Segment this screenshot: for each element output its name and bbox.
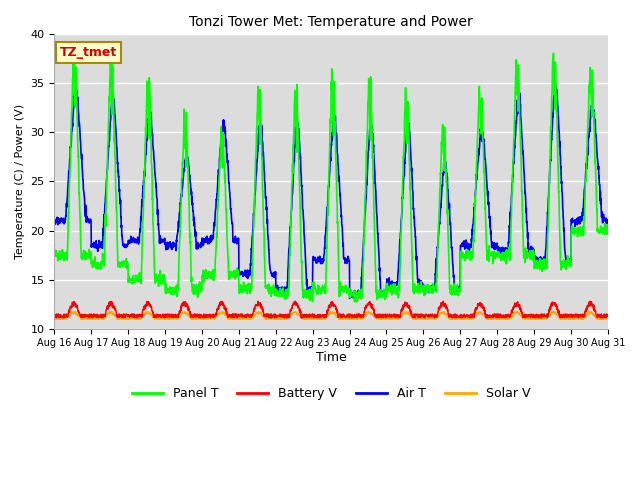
Battery V [133,315,141,321]
Battery V [205,312,213,318]
Air T [604,220,612,226]
Panel T [205,273,213,278]
Y-axis label: Temperature (C) / Power (V): Temperature (C) / Power (V) [15,104,25,259]
Solar V [492,316,500,322]
Battery V [291,298,299,304]
Battery V [51,312,58,318]
Panel T [109,48,116,53]
Panel T [571,228,579,234]
Panel T [556,215,563,220]
X-axis label: Time: Time [316,351,346,364]
Air T [348,289,355,295]
Air T [360,238,367,243]
Legend: Panel T, Battery V, Air T, Solar V: Panel T, Battery V, Air T, Solar V [127,382,536,405]
Text: TZ_tmet: TZ_tmet [60,46,117,59]
Panel T [360,257,367,263]
Solar V [476,309,484,314]
Solar V [571,315,579,321]
Air T [72,74,80,80]
Battery V [348,315,355,321]
Solar V [604,316,612,322]
Solar V [51,315,58,321]
Panel T [353,299,361,305]
Air T [492,244,500,250]
Title: Tonzi Tower Met: Temperature and Power: Tonzi Tower Met: Temperature and Power [189,15,473,29]
Solar V [360,313,367,319]
Solar V [556,314,563,320]
Line: Air T: Air T [54,77,608,299]
Air T [556,132,563,138]
Panel T [348,287,355,293]
Line: Battery V: Battery V [54,301,608,318]
Panel T [51,251,58,256]
Line: Panel T: Panel T [54,50,608,302]
Panel T [604,230,612,236]
Battery V [556,313,563,319]
Air T [51,221,58,227]
Air T [205,239,213,244]
Solar V [205,315,212,321]
Solar V [347,315,355,321]
Battery V [571,314,579,320]
Panel T [492,251,500,256]
Air T [571,217,579,223]
Battery V [360,314,367,320]
Solar V [349,316,356,322]
Battery V [492,314,500,320]
Air T [346,296,353,301]
Battery V [604,313,612,319]
Line: Solar V: Solar V [54,312,608,319]
